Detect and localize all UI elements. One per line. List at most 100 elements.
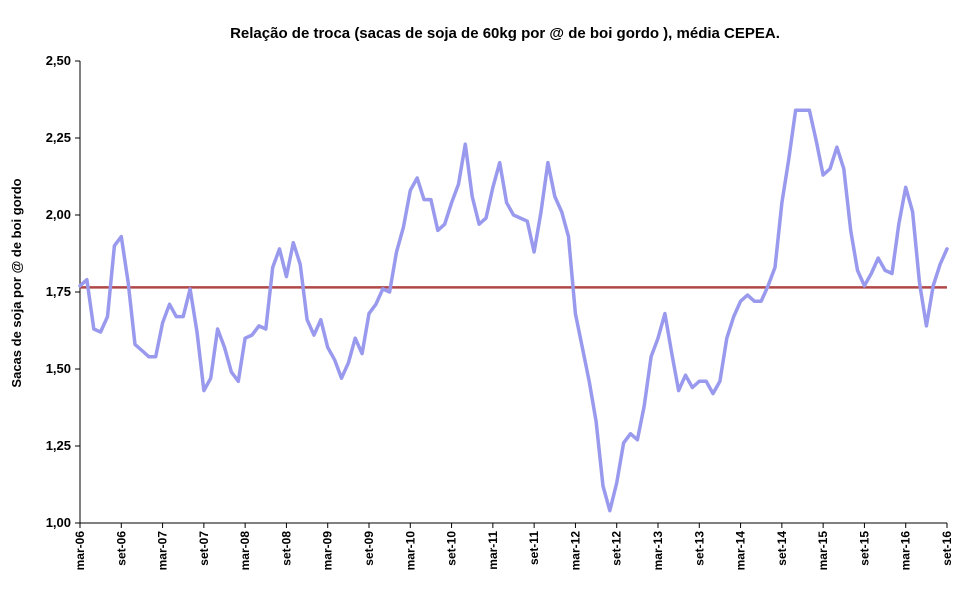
data-point [457,183,459,185]
data-point [306,319,308,321]
x-tick-label: set-11 [527,531,541,565]
x-tick-label: mar-10 [403,531,417,571]
data-point [492,186,494,188]
data-point [636,439,638,441]
x-tick-label: mar-06 [73,531,87,571]
data-point [409,189,411,191]
data-point [395,251,397,253]
data-point [561,211,563,213]
data-point [911,211,913,213]
data-point [533,251,535,253]
y-axis-label: Sacas de soja por @ de boi gordo [9,178,24,387]
data-point [884,269,886,271]
data-point [746,294,748,296]
x-tick-label: set-08 [279,531,293,566]
data-point [155,356,157,358]
data-point [437,229,439,231]
data-point [760,300,762,302]
data-point [216,328,218,330]
data-point [547,161,549,163]
data-point [505,202,507,204]
data-point [898,223,900,225]
data-point [244,337,246,339]
data-point [519,217,521,219]
data-point [677,389,679,391]
data-point [99,331,101,333]
data-point [464,143,466,145]
data-point [774,266,776,268]
data-point [134,343,136,345]
data-point [664,312,666,314]
data-point [671,352,673,354]
data-point [726,337,728,339]
data-point [650,356,652,358]
data-point [299,263,301,265]
data-point [657,337,659,339]
data-point [382,288,384,290]
plot-area: 1,00 1,25 1,50 1,75 2,00 2,25 2,50 mar-06 set-06… [46,53,954,570]
data-point [843,168,845,170]
data-point [526,220,528,222]
data-point [251,334,253,336]
data-point [595,420,597,422]
x-tick-label: mar-15 [816,531,830,571]
data-point [836,146,838,148]
data-point [602,485,604,487]
data-point [733,315,735,317]
x-tick-label: set-14 [775,531,789,566]
data-point [946,248,948,250]
x-tick-label: set-13 [692,531,706,566]
data-point [684,374,686,376]
y-tick-label: 2,00 [46,207,71,222]
data-point [189,288,191,290]
x-tick-label: set-07 [197,531,211,566]
x-tick-label: set-16 [940,531,954,566]
data-point [450,202,452,204]
x-tick-label: mar-07 [156,531,170,571]
data-point [719,380,721,382]
data-point [230,371,232,373]
data-point [788,158,790,160]
x-tick-label: set-06 [114,531,128,566]
data-point [127,282,129,284]
data-point [106,315,108,317]
y-tick-label: 2,50 [46,53,71,68]
chart-title: Relação de troca (sacas de soja de 60kg … [230,25,780,42]
data-point [272,266,274,268]
data-point [767,285,769,287]
x-tick-label: set-12 [610,531,624,566]
data-point [918,282,920,284]
data-point [822,174,824,176]
data-point [815,140,817,142]
data-point [141,349,143,351]
data-point [609,510,611,512]
data-point [148,356,150,358]
y-tick-label: 1,50 [46,361,71,376]
data-point [622,442,624,444]
data-point [120,235,122,237]
data-point [512,214,514,216]
data-point [327,346,329,348]
data-point [801,109,803,111]
data-point [554,195,556,197]
data-point [423,198,425,200]
y-tick-label: 1,75 [46,284,71,299]
data-point [540,211,542,213]
data-point [471,195,473,197]
x-tick-label: mar-12 [568,531,582,571]
x-tick-label: mar-14 [734,531,748,571]
data-point [739,300,741,302]
y-tick-label: 2,25 [46,130,71,145]
x-tick-label: mar-09 [321,531,335,571]
data-point [333,359,335,361]
data-point [210,377,212,379]
data-point [863,285,865,287]
data-point [581,346,583,348]
data-point [567,235,569,237]
data-point [829,168,831,170]
data-point [388,291,390,293]
data-point [753,300,755,302]
data-point [161,322,163,324]
data-point [478,223,480,225]
